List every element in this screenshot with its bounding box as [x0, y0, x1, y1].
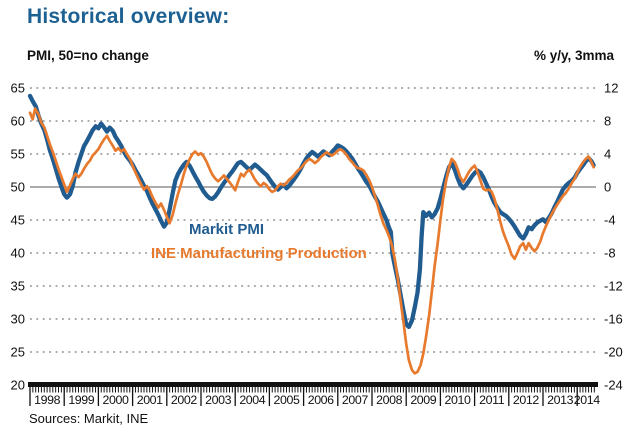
left-tick-label: 35 — [11, 279, 25, 294]
x-axis-bar — [28, 382, 599, 387]
year-label: 2002 — [171, 393, 197, 407]
right-tick-label: -12 — [604, 279, 623, 294]
markit-pmi-line — [27, 93, 596, 330]
year-label: 2009 — [410, 393, 436, 407]
y-axis-labels: 6560555045403530252012840-4-8-12-16-20-2… — [11, 81, 623, 393]
left-axis-unit-label: PMI, 50=no change — [27, 48, 149, 63]
right-axis-unit-label: % y/y, 3mma — [533, 48, 614, 63]
year-label: 2007 — [342, 393, 368, 407]
year-label: 2004 — [239, 393, 265, 407]
legend-markit-pmi: Markit PMI — [189, 221, 265, 238]
right-tick-label: -16 — [604, 312, 623, 327]
ine-production-line — [28, 107, 595, 375]
year-label: 2011 — [479, 393, 505, 407]
right-tick-label: -20 — [604, 345, 623, 360]
left-tick-label: 20 — [11, 378, 25, 393]
year-label: 2000 — [103, 393, 129, 407]
left-tick-label: 45 — [11, 213, 25, 228]
year-label: 2001 — [137, 393, 163, 407]
year-label: 2003 — [205, 393, 231, 407]
left-tick-label: 55 — [11, 147, 25, 162]
right-tick-label: 8 — [604, 114, 611, 129]
left-tick-label: 40 — [11, 246, 25, 261]
left-tick-label: 65 — [11, 81, 25, 96]
x-axis — [28, 382, 599, 406]
right-tick-label: 4 — [604, 147, 611, 162]
left-tick-label: 30 — [11, 312, 25, 327]
year-label: 2012 — [513, 393, 539, 407]
left-tick-label: 50 — [11, 180, 25, 195]
year-label: 1999 — [68, 393, 94, 407]
year-label: 2006 — [308, 393, 334, 407]
year-label: 2014 — [574, 393, 600, 407]
year-label: 2008 — [376, 393, 402, 407]
year-label: 2005 — [274, 393, 300, 407]
source-note: Sources: Markit, INE — [29, 411, 149, 426]
year-label: 2013 — [547, 393, 573, 407]
right-tick-label: -4 — [604, 213, 616, 228]
right-tick-label: 0 — [604, 180, 611, 195]
left-tick-label: 25 — [11, 345, 25, 360]
right-tick-label: -8 — [604, 246, 616, 261]
legend-ine-production: INE Manufacturing Production — [151, 245, 367, 262]
right-tick-label: -24 — [604, 378, 623, 393]
page-title: Historical overview: — [27, 5, 230, 28]
year-label: 2010 — [445, 393, 471, 407]
right-tick-label: 12 — [604, 81, 618, 96]
year-label: 1998 — [34, 393, 60, 407]
x-axis-labels: 1998 1999 2000 2001 2002 2003 2004 2005 2006 2007… — [34, 393, 601, 407]
left-tick-label: 60 — [11, 114, 25, 129]
